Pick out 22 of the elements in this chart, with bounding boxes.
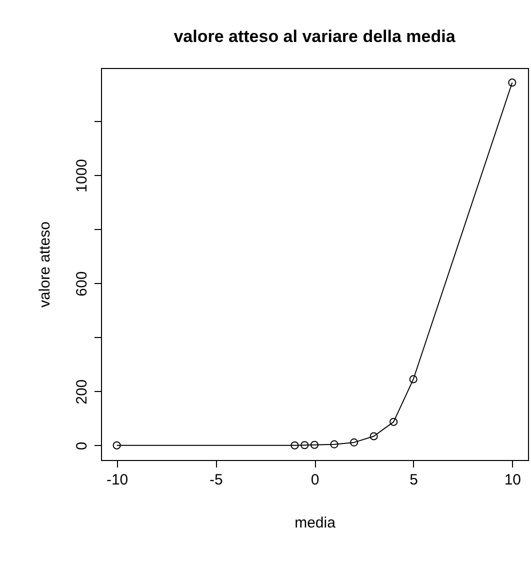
x-tick-label: 10: [504, 472, 522, 488]
y-axis-title: valore atteso: [36, 222, 54, 308]
point: [350, 438, 358, 446]
point: [409, 375, 418, 384]
chart-title: valore atteso al variare della media: [174, 27, 456, 46]
x-tick-label: -5: [209, 472, 223, 488]
point: [112, 441, 121, 450]
point: [370, 432, 378, 440]
x-axis-title: media: [294, 514, 336, 532]
y-tick-label: 200: [74, 379, 90, 404]
y-tick-label: 600: [74, 271, 90, 296]
point: [508, 78, 516, 87]
x-tick-label: 0: [310, 472, 320, 488]
point: [310, 440, 319, 449]
point: [390, 418, 398, 426]
point: [290, 441, 299, 450]
x-tick-label: 5: [410, 472, 418, 488]
x-tick-label: -10: [106, 472, 128, 488]
point: [330, 440, 338, 448]
point: [300, 441, 309, 450]
y-tick-label: 0: [74, 442, 90, 450]
y-tick-label: 1000: [74, 159, 90, 192]
